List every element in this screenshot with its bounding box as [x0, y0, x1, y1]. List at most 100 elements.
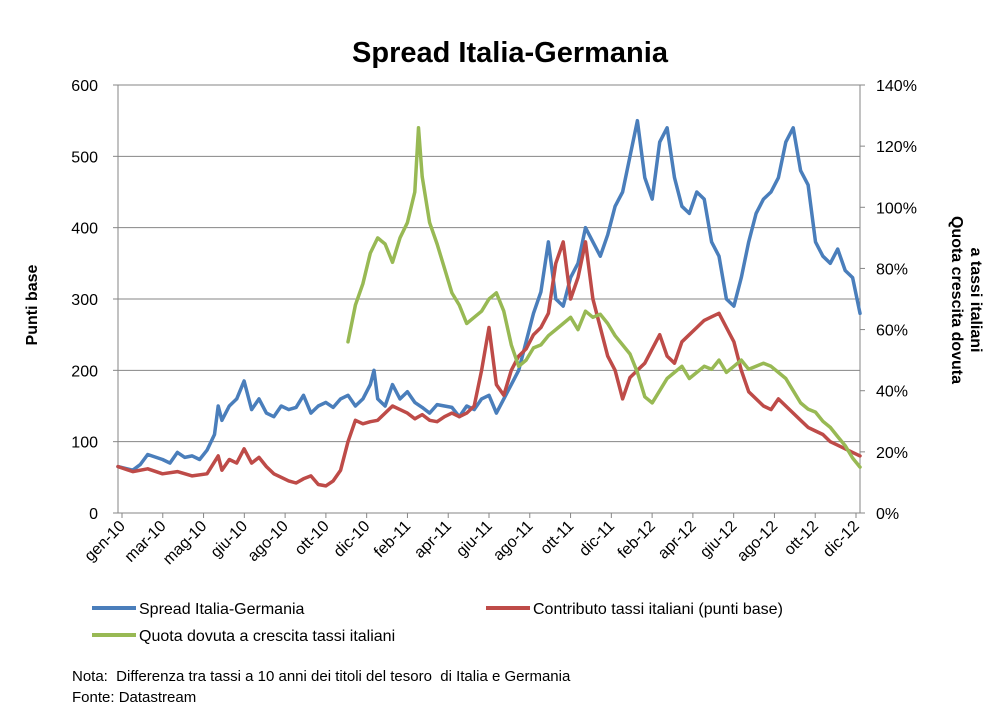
x-tick-label: feb-12: [615, 518, 659, 562]
data-point-contributo: [814, 429, 817, 433]
data-point-contributo: [450, 411, 454, 415]
data-point-spread: [814, 240, 817, 244]
data-point-spread: [428, 411, 431, 415]
x-tick-label: dic-11: [576, 518, 618, 560]
x-tick-label: feb-11: [371, 518, 414, 561]
x-tick-label: giu-11: [453, 518, 496, 561]
data-point-contributo: [665, 354, 669, 358]
legend-label-spread: Spread Italia-Germania: [139, 601, 305, 618]
data-point-spread: [139, 463, 142, 466]
data-point-contributo: [495, 383, 498, 386]
legend-label-contributo: Contributo tassi italiani (punti base): [533, 601, 783, 618]
data-point-spread: [584, 226, 587, 229]
data-point-quota: [792, 389, 795, 392]
data-point-quota: [510, 343, 513, 347]
data-point-contributo: [480, 369, 483, 372]
data-point-contributo: [673, 362, 676, 365]
data-point-quota: [621, 343, 624, 347]
source-text: Fonte: Datastream: [72, 689, 197, 706]
axes: 0 100 200 300 400 500 600 0% 20% 40% 60% 80% 100% 120…: [71, 78, 917, 568]
data-point-spread: [443, 404, 446, 408]
data-point-spread: [777, 176, 780, 179]
data-point-contributo: [398, 408, 402, 411]
data-point-quota: [665, 377, 669, 380]
data-point-contributo: [599, 326, 602, 329]
data-point-contributo: [346, 440, 350, 443]
data-point-quota: [680, 365, 684, 368]
data-point-contributo: [458, 415, 461, 418]
data-point-quota: [703, 365, 706, 368]
data-point-quota: [754, 365, 758, 368]
data-point-spread: [361, 397, 365, 401]
data-point-spread: [858, 312, 862, 315]
x-tick-label: ott-10: [292, 518, 333, 559]
y-axis-label: Punti base: [24, 264, 41, 345]
x-tick-label: ago-10: [245, 518, 292, 565]
data-point-quota: [369, 251, 372, 255]
data-point-quota: [539, 343, 543, 347]
data-point-quota: [450, 291, 454, 295]
series-line-spread: [116, 118, 862, 472]
data-point-quota: [465, 322, 468, 325]
data-point-spread: [532, 312, 535, 315]
x-tick-label: giu-10: [208, 518, 252, 562]
data-point-quota: [747, 368, 750, 371]
data-point-quota: [606, 322, 609, 325]
data-point-contributo: [547, 312, 550, 315]
data-point-quota: [376, 236, 379, 240]
data-point-contributo: [688, 333, 691, 336]
legend: Spread Italia-Germania Contributo tassi i…: [92, 601, 783, 645]
x-tick-label: ott-11: [537, 518, 577, 558]
data-point-spread: [769, 190, 773, 194]
data-point-spread: [191, 454, 194, 458]
data-point-contributo: [628, 376, 632, 379]
data-point-contributo: [510, 369, 513, 372]
data-point-quota: [658, 389, 661, 392]
data-point-spread: [643, 176, 646, 179]
data-point-spread: [217, 404, 220, 408]
chart-area: Spread Italia-Germania 0 100 200 300 400 500 6…: [24, 37, 984, 645]
data-point-contributo: [517, 354, 520, 358]
data-point-quota: [851, 456, 854, 460]
y2-tick-label: 40%: [876, 384, 908, 401]
data-point-contributo: [806, 426, 810, 429]
x-tick-label: ago-11: [490, 518, 536, 564]
data-point-spread: [754, 212, 758, 215]
data-point-contributo: [265, 465, 268, 468]
x-tick-label: apr-11: [411, 518, 455, 562]
data-point-spread: [435, 403, 439, 406]
series-line-contributo: [116, 240, 862, 488]
data-point-quota: [554, 328, 557, 331]
data-point-quota: [673, 371, 676, 374]
data-point-quota: [821, 420, 825, 423]
data-point-quota: [829, 426, 832, 429]
data-point-quota: [740, 358, 743, 362]
data-point-quota: [413, 190, 416, 194]
data-point-quota: [421, 175, 424, 178]
data-point-quota: [532, 346, 535, 350]
data-point-contributo: [413, 417, 416, 420]
data-point-spread: [665, 126, 669, 129]
data-point-quota: [643, 395, 646, 398]
x-tick-label: giu-12: [697, 518, 741, 562]
data-point-quota: [576, 328, 580, 331]
chart-title: Spread Italia-Germania: [352, 37, 669, 69]
data-point-contributo: [317, 483, 320, 486]
y2-tick-label: 60%: [876, 323, 908, 340]
data-point-quota: [487, 297, 491, 301]
data-point-spread: [354, 404, 357, 408]
data-point-contributo: [272, 472, 275, 475]
data-point-contributo: [851, 451, 854, 454]
data-point-spread: [176, 451, 179, 454]
data-point-contributo: [658, 333, 661, 336]
data-point-contributo: [228, 458, 231, 461]
chart-notes: Nota: Differenza tra tassi a 10 anni dei…: [72, 666, 570, 708]
data-point-quota: [814, 410, 817, 414]
data-point-contributo: [569, 297, 572, 301]
data-point-quota: [628, 352, 632, 356]
data-point-contributo: [762, 404, 765, 408]
data-point-spread: [591, 240, 595, 244]
data-point-spread: [562, 304, 565, 308]
data-point-quota: [517, 365, 520, 368]
y-tick-label: 300: [71, 292, 98, 309]
